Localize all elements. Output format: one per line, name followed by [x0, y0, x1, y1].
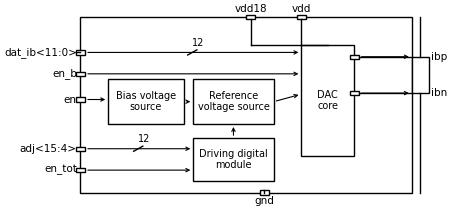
Text: 12: 12 — [191, 38, 203, 48]
Text: gnd: gnd — [254, 196, 274, 206]
Bar — [76, 72, 85, 76]
Text: ibn: ibn — [431, 88, 447, 98]
Text: Reference
voltage source: Reference voltage source — [197, 91, 269, 112]
Bar — [193, 79, 273, 124]
Bar — [76, 147, 85, 151]
Text: en_b: en_b — [52, 68, 77, 79]
Bar — [349, 55, 358, 59]
Bar — [80, 17, 411, 193]
Text: vdd: vdd — [291, 4, 310, 14]
Bar — [246, 15, 255, 19]
Text: en_tot: en_tot — [44, 165, 77, 175]
Text: vdd18: vdd18 — [234, 4, 266, 14]
Text: ibp: ibp — [431, 52, 447, 62]
Bar — [296, 15, 305, 19]
Bar — [411, 57, 428, 93]
Text: DAC
core: DAC core — [317, 90, 337, 111]
Bar — [301, 45, 353, 156]
Bar — [76, 168, 85, 172]
Text: dat_ib<11:0>: dat_ib<11:0> — [4, 47, 77, 58]
Text: Driving digital
module: Driving digital module — [199, 149, 267, 170]
Text: 12: 12 — [137, 134, 150, 144]
Bar — [76, 50, 85, 55]
Text: Bias voltage
source: Bias voltage source — [116, 91, 176, 112]
Text: en: en — [64, 95, 77, 104]
Bar — [259, 190, 269, 195]
Bar — [193, 138, 273, 181]
Bar — [76, 97, 85, 102]
Bar — [108, 79, 184, 124]
Text: adj<15:4>: adj<15:4> — [20, 144, 77, 154]
Bar — [349, 91, 358, 95]
